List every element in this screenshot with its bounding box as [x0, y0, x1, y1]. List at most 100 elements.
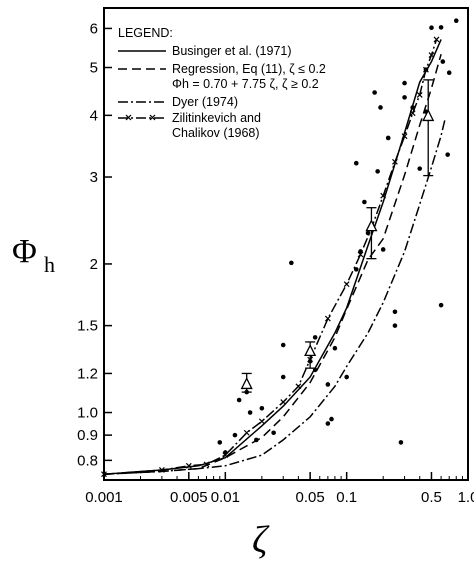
y-tick-label: 3 — [90, 169, 98, 186]
series-line-3 — [103, 39, 438, 475]
y-tick-label: 0.8 — [77, 452, 98, 469]
scatter-point — [440, 59, 446, 64]
scatter-point — [392, 309, 398, 315]
scatter-point — [254, 437, 259, 443]
legend-title: LEGEND: — [118, 26, 173, 40]
scatter-point — [362, 199, 367, 205]
scatter-point — [410, 105, 415, 110]
y-axis-label: Φ — [12, 233, 37, 270]
scatter-point — [325, 421, 331, 426]
y-tick-label: 1.5 — [77, 318, 98, 335]
series-cross-marker — [280, 399, 287, 406]
legend-label-regression: Regression, Eq (11), ζ ≤ 0.2 — [172, 62, 326, 76]
scatter-point — [429, 25, 434, 31]
series-cross-marker — [409, 110, 416, 117]
scatter-point — [325, 382, 331, 387]
series-cross-marker — [243, 429, 250, 436]
y-tick-label: 1.0 — [77, 405, 98, 422]
y-axis-label-subscript: h — [44, 252, 55, 277]
x-tick-label: 0.005 — [170, 489, 208, 506]
scatter-point — [289, 260, 294, 266]
x-tick-label: 0.5 — [421, 489, 442, 506]
legend-swatch-zilitinkevich-crosses — [125, 114, 156, 121]
plot-frame — [103, 7, 469, 481]
x-tick-label: 0.001 — [85, 489, 123, 506]
x-axis-label: ζ — [252, 519, 270, 561]
x-tick-label: 1.0 — [458, 489, 474, 506]
series-cross-marker — [203, 461, 210, 468]
mean-triangle-marker — [422, 108, 435, 122]
scatter-point — [280, 374, 286, 380]
x-tick-label: 0.05 — [296, 489, 325, 506]
scatter-point — [402, 80, 407, 86]
y-tick-label: 1.2 — [77, 365, 98, 382]
scatter-point — [398, 440, 404, 445]
scatter-point — [445, 152, 450, 157]
series-cross-marker — [416, 91, 423, 98]
scatter-point — [223, 450, 228, 455]
scatter-point — [217, 440, 223, 445]
scatter-point — [438, 302, 444, 308]
series-cross-marker — [295, 383, 302, 390]
series-line-2 — [103, 117, 447, 475]
legend-label-zilitinkevich-line2: Chalikov (1968) — [172, 126, 260, 140]
scatter-point — [312, 335, 318, 340]
series-cross-marker — [401, 133, 408, 140]
plot-border — [103, 7, 469, 481]
scatter-point — [372, 90, 377, 95]
scatter-point — [259, 405, 265, 411]
scatter-point — [329, 416, 334, 422]
series-cross-marker — [380, 192, 387, 199]
scatter-point — [358, 249, 363, 254]
scatter-point — [247, 410, 253, 415]
mean-triangle-marker — [365, 219, 378, 232]
scatter-point — [446, 70, 452, 76]
scatter-points — [217, 18, 459, 455]
series-cross-marker — [185, 462, 192, 469]
y-axis: 0.8 0.9 1.0 1.2 1.5 2 3 4 5 6 — [77, 20, 112, 469]
legend-label-regression-line2: Φh = 0.70 + 7.75 ζ, ζ ≥ 0.2 — [172, 77, 319, 91]
y-tick-label: 0.9 — [77, 427, 98, 444]
scatter-point — [417, 166, 423, 171]
scatter-point — [344, 374, 349, 380]
scatter-point — [380, 247, 386, 252]
series-cross-marker — [433, 36, 440, 43]
scatter-point — [375, 169, 380, 174]
scatter-point — [385, 135, 391, 141]
mean-triangle-marker — [304, 343, 317, 357]
scatter-point — [271, 430, 276, 436]
scatter-point — [280, 342, 286, 348]
scatter-point — [332, 345, 338, 351]
scatter-point — [236, 397, 242, 403]
series-cross-marker — [392, 158, 398, 165]
scatter-point — [378, 105, 383, 110]
series-cross-marker — [428, 52, 435, 58]
series-cross-marker — [258, 418, 265, 425]
scatter-point — [453, 18, 459, 24]
scatter-point — [365, 230, 371, 236]
series-cross-marker — [324, 315, 331, 322]
mean-triangle-marker — [240, 376, 253, 390]
legend-label-businger: Businger et al. (1971) — [172, 44, 292, 58]
legend-label-dyer: Dyer (1974) — [172, 95, 238, 109]
series-cross-marker — [158, 467, 165, 473]
series-cross-marker — [343, 281, 350, 288]
legend-label-zilitinkevich: Zilitinkevich and — [172, 111, 261, 125]
series-layer — [101, 36, 447, 478]
series-cross-marker — [101, 471, 107, 478]
scatter-point — [423, 67, 429, 72]
x-tick-label: 0.01 — [211, 489, 240, 506]
scatter-point — [353, 160, 359, 166]
scatter-point — [232, 432, 238, 438]
y-tick-label: 4 — [90, 107, 98, 124]
legend: LEGEND: Businger et al. (1971) Regressio… — [118, 26, 326, 140]
scatter-point — [353, 267, 359, 272]
scatter-point — [438, 25, 444, 30]
scatter-point — [402, 95, 407, 100]
mean-markers — [240, 79, 435, 393]
y-tick-label: 5 — [90, 60, 98, 77]
y-tick-label: 2 — [90, 256, 98, 273]
scatter-point — [392, 323, 398, 328]
